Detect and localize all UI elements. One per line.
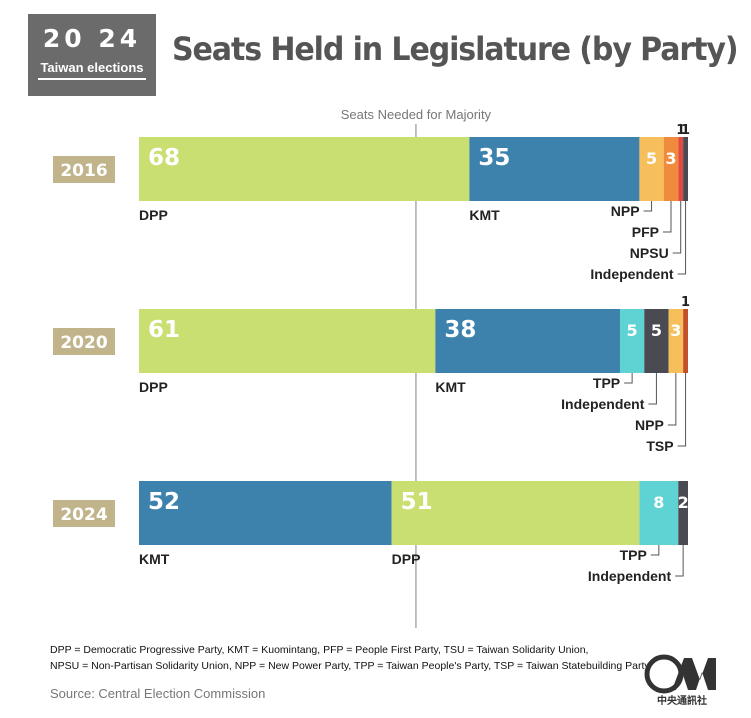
bar-kmt-2016: [469, 137, 640, 201]
cna-logo: 中央通訊社: [642, 654, 722, 707]
leader-line-tsp-2020: [677, 373, 687, 447]
party-label-kmt-2024: KMT: [139, 551, 170, 567]
party-label-independent-2016: Independent: [590, 266, 674, 282]
majority-label: Seats Needed for Majority: [341, 107, 492, 122]
party-label-tpp-2020: TPP: [593, 375, 620, 391]
bar-independent-2020: [644, 309, 669, 373]
cna-subtitle: 中央通訊社: [657, 696, 707, 707]
bar-dpp-2020: [139, 309, 436, 373]
party-label-npp-2016: NPP: [611, 203, 640, 219]
leader-line-independent-2024: [675, 545, 684, 577]
value-label-tsp-2020: 1: [681, 295, 690, 310]
year-badge-2020: [53, 328, 115, 355]
party-label-dpp-2024: DPP: [392, 551, 421, 567]
value-label-npp-2016: 5: [646, 149, 657, 168]
party-label-tpp-2024: TPP: [620, 547, 647, 563]
party-label-npp-2020: NPP: [635, 417, 664, 433]
leader-line-independent-2020: [648, 373, 657, 405]
cna-mark-icon: [644, 654, 716, 694]
year-label-2016: 2016: [60, 161, 107, 181]
abbreviation-legend-line-2: NPSU = Non-Partisan Solidarity Union, NP…: [50, 660, 650, 672]
leader-line-tpp-2024: [650, 545, 660, 556]
party-label-kmt-2020: KMT: [435, 379, 466, 395]
value-label-independent-2016: 1: [681, 123, 690, 138]
value-label-kmt-2016: 35: [478, 145, 510, 171]
leader-line-independent-2016: [677, 201, 687, 275]
bar-npsu-2016: [678, 137, 684, 201]
value-label-tpp-2024: 8: [653, 493, 664, 512]
abbreviation-legend-line-1: DPP = Democratic Progressive Party, KMT …: [50, 644, 589, 656]
value-label-npsu-2016: 1: [676, 123, 685, 138]
bar-independent-2016: [683, 137, 688, 201]
logo-subtitle: Taiwan elections: [40, 60, 144, 75]
party-label-tsp-2020: TSP: [646, 438, 673, 454]
party-label-kmt-2016: KMT: [469, 207, 500, 223]
value-label-dpp-2024: 51: [401, 489, 433, 515]
leader-line-npsu-2016: [672, 201, 682, 254]
bar-independent-2024: [678, 481, 688, 545]
bar-dpp-2024: [391, 481, 640, 545]
party-label-pfp-2016: PFP: [632, 224, 659, 240]
value-label-kmt-2020: 38: [444, 317, 476, 343]
bar-npp-2016: [639, 137, 664, 201]
value-label-independent-2024: 2: [678, 493, 689, 512]
party-label-npsu-2016: NPSU: [630, 245, 669, 261]
value-label-tpp-2020: 5: [627, 321, 638, 340]
bar-dpp-2016: [139, 137, 470, 201]
leader-line-pfp-2016: [662, 201, 672, 233]
leader-line-npp-2020: [667, 373, 677, 426]
source-note: Source: Central Election Commission: [50, 686, 266, 701]
leader-line-npp-2016: [643, 201, 653, 212]
value-label-kmt-2024: 52: [148, 489, 180, 515]
party-label-dpp-2020: DPP: [139, 379, 168, 395]
value-label-dpp-2020: 61: [148, 317, 180, 343]
bar-tpp-2020: [619, 309, 645, 373]
leader-line-tpp-2020: [624, 373, 633, 384]
year-label-2020: 2020: [60, 333, 107, 353]
bar-pfp-2016: [663, 137, 679, 201]
year-badge-2016: [53, 156, 115, 183]
value-label-npp-2020: 3: [670, 321, 681, 340]
value-label-pfp-2016: 3: [665, 149, 676, 168]
year-badge-2024: [53, 500, 115, 527]
party-label-independent-2020: Independent: [561, 396, 645, 412]
bar-kmt-2024: [139, 481, 392, 545]
bar-tpp-2024: [639, 481, 679, 545]
year-label-2024: 2024: [60, 505, 107, 525]
value-label-independent-2020: 5: [651, 321, 662, 340]
taiwan-elections-logo: 20 24 Taiwan elections: [28, 14, 156, 96]
logo-underline: [38, 78, 146, 80]
value-label-dpp-2016: 68: [148, 145, 180, 171]
bar-kmt-2020: [435, 309, 620, 373]
party-label-dpp-2016: DPP: [139, 207, 168, 223]
bar-tsp-2020: [683, 309, 688, 373]
party-label-independent-2024: Independent: [588, 568, 672, 584]
bar-npp-2020: [668, 309, 684, 373]
chart-title: Seats Held in Legislature (by Party): [172, 30, 739, 68]
logo-year: 20 24: [42, 24, 142, 53]
